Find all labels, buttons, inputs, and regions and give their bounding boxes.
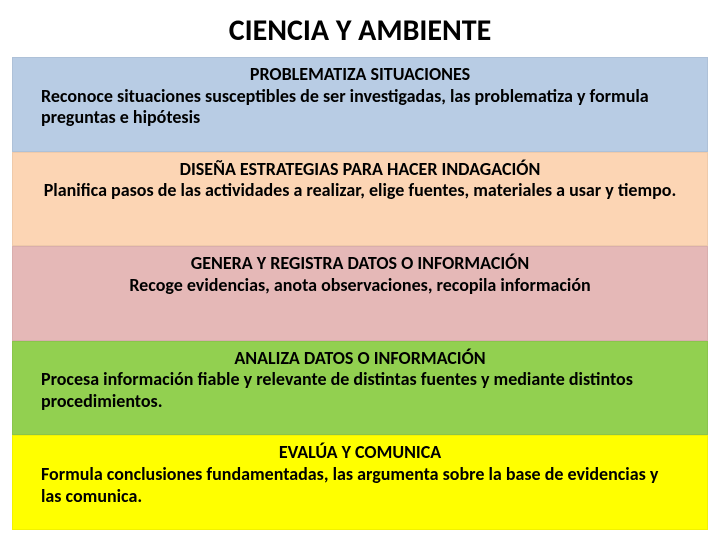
section-problematiza: PROBLEMATIZA SITUACIONES Reconoce situac… bbox=[12, 57, 708, 152]
section-heading: PROBLEMATIZA SITUACIONES bbox=[41, 64, 679, 86]
section-evalua: EVALÚA Y COMUNICA Formula conclusiones f… bbox=[12, 435, 708, 530]
section-analiza: ANALIZA DATOS O INFORMACIÓN Procesa info… bbox=[12, 341, 708, 436]
section-heading: ANALIZA DATOS O INFORMACIÓN bbox=[41, 348, 679, 370]
section-body: Planifica pasos de las actividades a rea… bbox=[41, 180, 679, 202]
section-genera: GENERA Y REGISTRA DATOS O INFORMACIÓN Re… bbox=[12, 246, 708, 341]
section-heading: DISEÑA ESTRATEGIAS PARA HACER INDAGACIÓN bbox=[41, 159, 679, 181]
section-body: Formula conclusiones fundamentadas, las … bbox=[41, 464, 679, 507]
sections-list: PROBLEMATIZA SITUACIONES Reconoce situac… bbox=[0, 57, 720, 540]
section-body: Recoge evidencias, anota observaciones, … bbox=[41, 275, 679, 297]
main-title: CIENCIA Y AMBIENTE bbox=[0, 0, 720, 57]
section-disena: DISEÑA ESTRATEGIAS PARA HACER INDAGACIÓN… bbox=[12, 152, 708, 247]
section-body: Reconoce situaciones susceptibles de ser… bbox=[41, 86, 679, 129]
section-heading: EVALÚA Y COMUNICA bbox=[41, 442, 679, 464]
section-body: Procesa información fiable y relevante d… bbox=[41, 369, 679, 412]
slide-container: CIENCIA Y AMBIENTE PROBLEMATIZA SITUACIO… bbox=[0, 0, 720, 540]
section-heading: GENERA Y REGISTRA DATOS O INFORMACIÓN bbox=[41, 253, 679, 275]
